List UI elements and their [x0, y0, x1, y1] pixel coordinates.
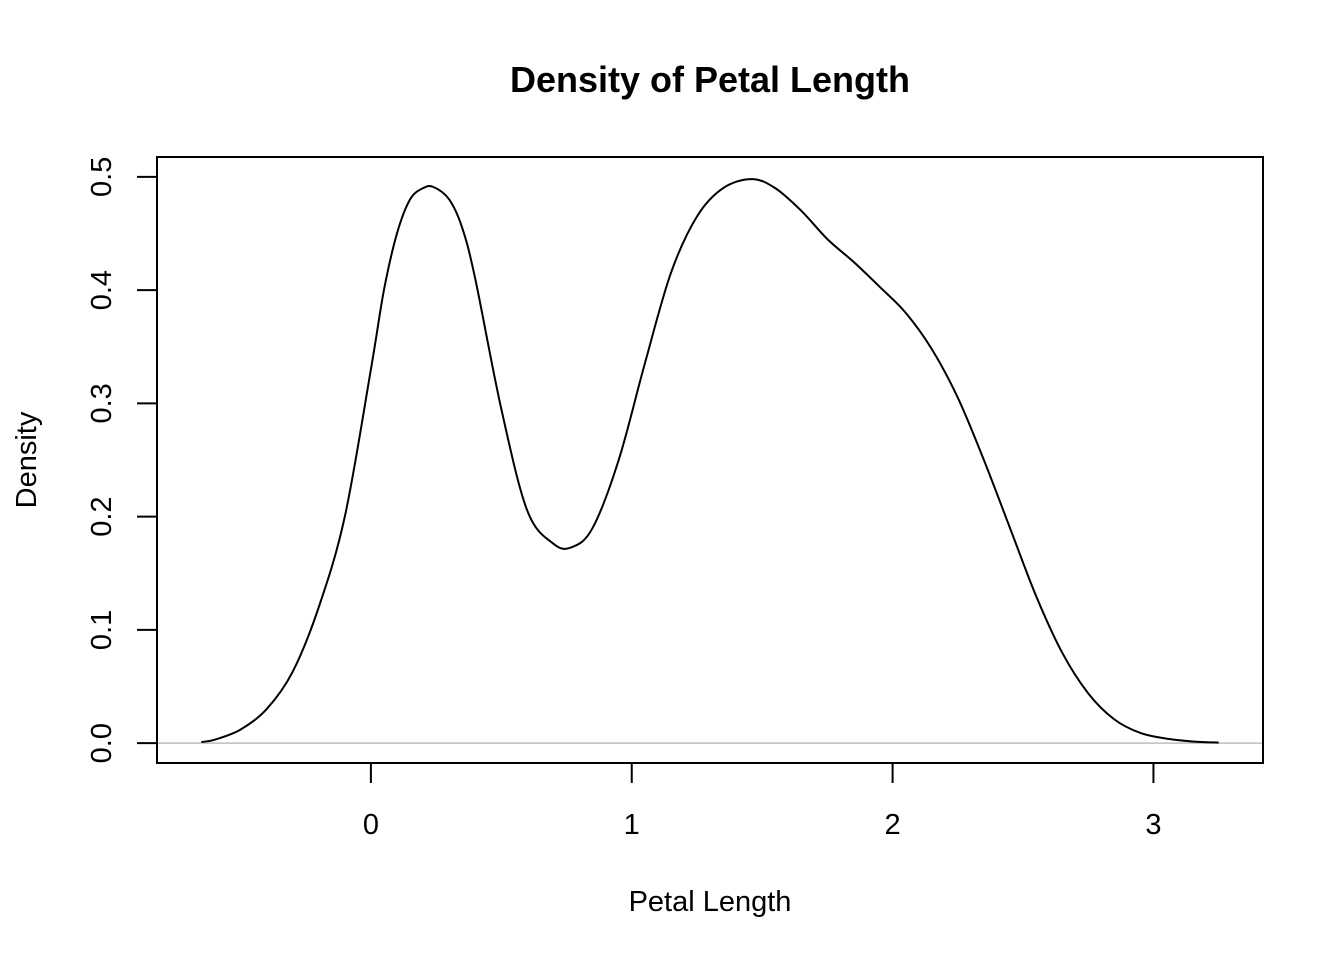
y-tick-label: 0.3 — [86, 383, 118, 423]
x-axis: 0 1 2 3 — [363, 762, 1162, 841]
x-axis-label: Petal Length — [629, 886, 792, 918]
y-tick-label: 0.4 — [86, 270, 118, 310]
y-tick-label: 0.5 — [86, 157, 118, 197]
y-tick-label: 0.1 — [86, 610, 118, 650]
x-tick-label: 0 — [363, 809, 379, 841]
chart-title: Density of Petal Length — [510, 59, 910, 100]
y-tick-label: 0.0 — [86, 723, 118, 763]
y-axis-label: Density — [11, 411, 43, 508]
x-tick-label: 2 — [885, 809, 901, 841]
x-tick-label: 3 — [1145, 809, 1161, 841]
y-axis: 0.0 0.1 0.2 0.3 0.4 0.5 — [86, 157, 158, 763]
x-tick-label: 1 — [624, 809, 640, 841]
density-curve — [201, 178, 1219, 744]
y-tick-label: 0.2 — [86, 496, 118, 536]
